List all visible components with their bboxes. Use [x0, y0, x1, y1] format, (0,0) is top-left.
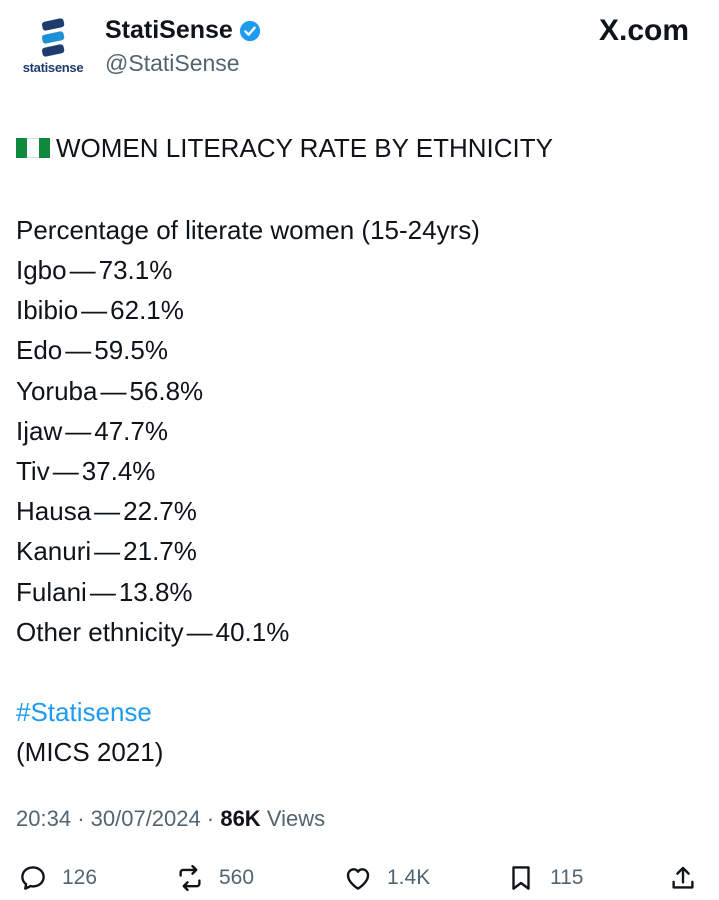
share-button[interactable]	[668, 858, 698, 898]
bookmark-button[interactable]: 115	[506, 858, 583, 898]
bookmark-icon	[512, 866, 530, 890]
row-separator: —	[65, 335, 92, 366]
verified-badge-icon	[239, 20, 260, 41]
literacy-row: Fulani —13.8%	[16, 572, 706, 612]
row-separator: —	[186, 616, 213, 647]
literacy-value: 13.8%	[118, 576, 193, 607]
share-icon	[672, 866, 694, 889]
post-date[interactable]: 30/07/2024	[90, 806, 201, 831]
action-bar: 126 560 1.4K 115	[0, 858, 719, 900]
meta-dot: ·	[206, 806, 221, 831]
literacy-list: Igbo —73.1% Ibibio —62.1% Edo —59.5% Yoruba —56…	[16, 250, 706, 652]
nigeria-flag-icon	[16, 138, 50, 158]
headline-text: WOMEN LITERACY RATE BY ETHNICITY	[56, 132, 553, 163]
repost-icon	[179, 864, 201, 892]
literacy-row: Tiv —37.4%	[16, 451, 706, 491]
row-separator: —	[69, 255, 96, 285]
post-subhead: Percentage of literate women (15-24yrs)	[16, 215, 480, 245]
post-header: statisense StatiSense @StatiSense X.com	[0, 0, 719, 90]
literacy-value: 56.8%	[129, 375, 204, 406]
site-label: X.com	[598, 14, 689, 47]
row-separator: —	[94, 496, 121, 527]
literacy-value: 21.7%	[123, 536, 197, 567]
like-button[interactable]: 1.4K	[343, 858, 430, 898]
literacy-value: 73.1%	[98, 255, 173, 285]
ethnicity-label: Edo	[16, 335, 63, 366]
row-separator: —	[65, 415, 92, 446]
row-separator: —	[94, 536, 121, 567]
views-label: Views	[266, 806, 326, 831]
literacy-row: Kanuri —21.7%	[16, 531, 706, 571]
row-separator: —	[52, 455, 79, 486]
post-body: WOMEN LITERACY RATE BY ETHNICITY Percent…	[16, 128, 706, 772]
logo-text: statisense	[22, 60, 84, 75]
literacy-row: Other ethnicity —40.1%	[16, 612, 706, 652]
author-name-row: StatiSense	[105, 16, 261, 45]
row-separator: —	[81, 295, 108, 326]
heart-icon	[346, 868, 370, 890]
literacy-value: 47.7%	[94, 415, 168, 446]
like-count: 1.4K	[387, 866, 431, 889]
literacy-value: 37.4%	[81, 455, 156, 486]
ethnicity-label: Ijaw	[16, 415, 63, 446]
reply-button[interactable]: 126	[18, 858, 97, 898]
row-separator: —	[100, 375, 127, 406]
statisense-logo[interactable]: statisense	[18, 18, 88, 78]
post-time[interactable]: 20:34	[16, 806, 72, 831]
ethnicity-label: Kanuri	[16, 536, 92, 567]
literacy-row: Ijaw —47.7%	[16, 411, 706, 451]
literacy-value: 40.1%	[215, 616, 290, 647]
author-handle[interactable]: @StatiSense	[105, 50, 240, 76]
statisense-logo-mark	[41, 18, 65, 57]
author-display-name[interactable]: StatiSense	[105, 16, 233, 44]
views-count: 86K	[220, 806, 261, 831]
repost-button[interactable]: 560	[175, 858, 254, 898]
post-meta: 20:34 · 30/07/2024 · 86K Views	[16, 806, 325, 832]
ethnicity-label: Ibibio	[16, 295, 79, 326]
row-separator: —	[89, 576, 116, 607]
ethnicity-label: Igbo	[16, 255, 67, 285]
literacy-value: 22.7%	[123, 496, 197, 527]
ethnicity-label: Hausa	[16, 496, 92, 527]
repost-count: 560	[219, 866, 255, 889]
reply-icon	[21, 866, 45, 890]
literacy-row: Yoruba —56.8%	[16, 371, 706, 411]
literacy-row: Hausa —22.7%	[16, 491, 706, 531]
meta-dot: ·	[77, 806, 91, 831]
ethnicity-label: Fulani	[16, 576, 87, 607]
ethnicity-label: Tiv	[16, 455, 50, 486]
literacy-row: Igbo —73.1%	[16, 250, 706, 290]
literacy-row: Ibibio —62.1%	[16, 290, 706, 330]
post-headline: WOMEN LITERACY RATE BY ETHNICITY	[16, 128, 706, 168]
reply-count: 126	[62, 866, 98, 889]
ethnicity-label: Yoruba	[16, 375, 98, 406]
literacy-row: Edo —59.5%	[16, 330, 706, 370]
ethnicity-label: Other ethnicity	[16, 616, 184, 647]
hashtag-link[interactable]: #Statisense	[16, 696, 152, 727]
literacy-value: 59.5%	[94, 335, 168, 366]
literacy-value: 62.1%	[110, 295, 184, 326]
source-note: (MICS 2021)	[16, 736, 164, 767]
bookmark-count: 115	[550, 866, 584, 889]
